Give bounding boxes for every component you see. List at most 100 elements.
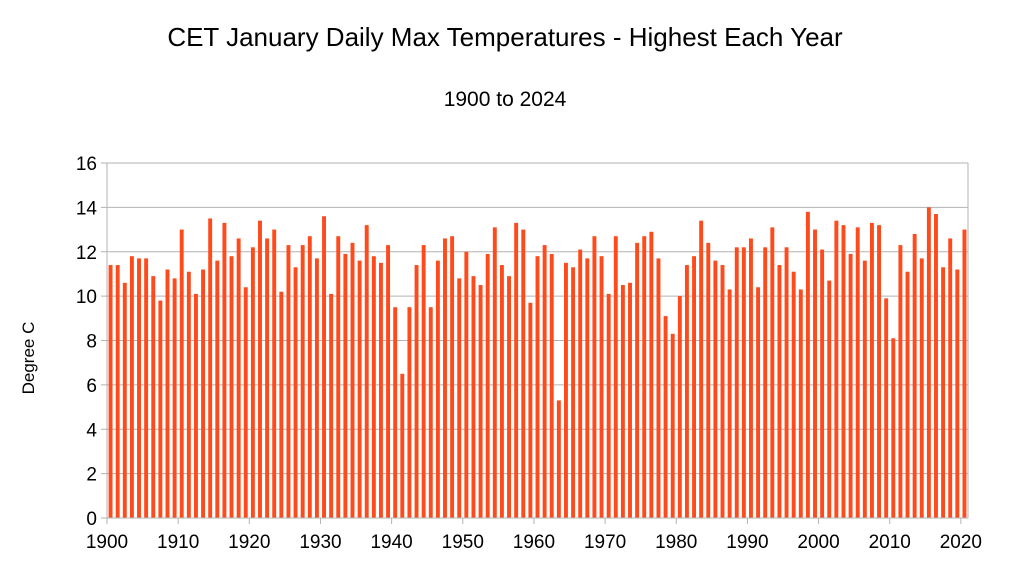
bar [350, 242, 355, 518]
bar [798, 289, 803, 518]
x-tick-label: 2000 [797, 532, 839, 553]
bar [286, 245, 291, 518]
bar [649, 231, 654, 518]
bar [564, 262, 568, 518]
bar [713, 260, 718, 518]
bar [862, 260, 867, 518]
bar [699, 220, 704, 518]
bar [371, 256, 376, 518]
bar [450, 236, 455, 518]
bar [571, 267, 576, 518]
x-tick-label: 1920 [228, 532, 270, 553]
bar [329, 293, 334, 518]
bar [492, 227, 497, 518]
bar [172, 278, 177, 518]
bar [827, 280, 832, 518]
bar [158, 300, 163, 518]
bar [343, 253, 348, 518]
bar [926, 207, 931, 518]
y-tick-label: 12 [76, 243, 97, 264]
bar [137, 258, 141, 518]
y-tick-label: 6 [86, 376, 97, 397]
bar [499, 265, 504, 518]
bar [855, 227, 860, 518]
bar [129, 256, 134, 518]
bar [222, 222, 227, 518]
bar [677, 296, 682, 518]
bar [941, 267, 946, 518]
y-tick-label: 2 [86, 465, 97, 486]
y-tick-label: 16 [76, 154, 97, 175]
bar [684, 265, 689, 518]
bar [300, 245, 305, 518]
bar [756, 287, 761, 518]
bar [165, 269, 170, 518]
axes [101, 162, 968, 524]
bar [414, 265, 419, 518]
bar [635, 242, 640, 518]
bar [585, 258, 590, 518]
bar [841, 225, 846, 518]
bar [919, 258, 924, 518]
bar [535, 256, 540, 518]
bar [186, 271, 191, 518]
x-tick-label: 1940 [370, 532, 412, 553]
bar [393, 307, 398, 518]
bar [813, 229, 817, 518]
bar [556, 400, 561, 518]
bar [229, 256, 234, 518]
bar [314, 258, 319, 518]
bar [599, 256, 604, 518]
bar [934, 214, 938, 518]
chart-subtitle: 1900 to 2024 [443, 88, 567, 111]
bar [528, 302, 533, 518]
y-tick-label: 0 [86, 509, 97, 530]
y-axis-label: Degree C [19, 322, 38, 395]
bar [386, 245, 391, 518]
bar [727, 289, 732, 518]
bar [151, 276, 156, 518]
bar [877, 225, 882, 518]
bar [464, 251, 469, 518]
x-tick-label: 1960 [513, 532, 555, 553]
bar [514, 222, 519, 518]
bar [144, 258, 149, 518]
bar [763, 247, 768, 518]
bar [250, 247, 255, 518]
bar [279, 291, 284, 518]
bar [193, 293, 198, 518]
bar [435, 260, 440, 518]
bar [322, 216, 326, 518]
bar [720, 265, 725, 518]
bar [613, 236, 618, 518]
bar [749, 238, 753, 518]
bar [670, 333, 675, 518]
bar [115, 265, 120, 518]
bar [549, 253, 554, 518]
bar [706, 242, 711, 518]
x-tick-label: 2020 [940, 532, 982, 553]
bar [478, 285, 483, 518]
bar [884, 298, 889, 518]
bar [179, 229, 184, 518]
bar [592, 236, 597, 518]
bar [834, 220, 839, 518]
bars [108, 207, 967, 518]
chart-title: CET January Daily Max Temperatures - Hig… [167, 22, 843, 52]
bar [542, 245, 547, 518]
bar [663, 316, 668, 518]
bar [428, 307, 433, 518]
y-tick-label: 8 [86, 332, 97, 353]
bar [400, 373, 405, 518]
bar [485, 253, 490, 518]
x-tick-label: 1900 [86, 532, 128, 553]
bar [791, 271, 796, 518]
bar [421, 245, 426, 518]
x-tick-label: 1970 [584, 532, 626, 553]
bar [258, 220, 262, 518]
bar [777, 265, 782, 518]
bar [891, 338, 896, 518]
y-tick-labels: 0 2 4 6 8 10 12 14 16 [76, 154, 98, 530]
bar [243, 287, 248, 518]
